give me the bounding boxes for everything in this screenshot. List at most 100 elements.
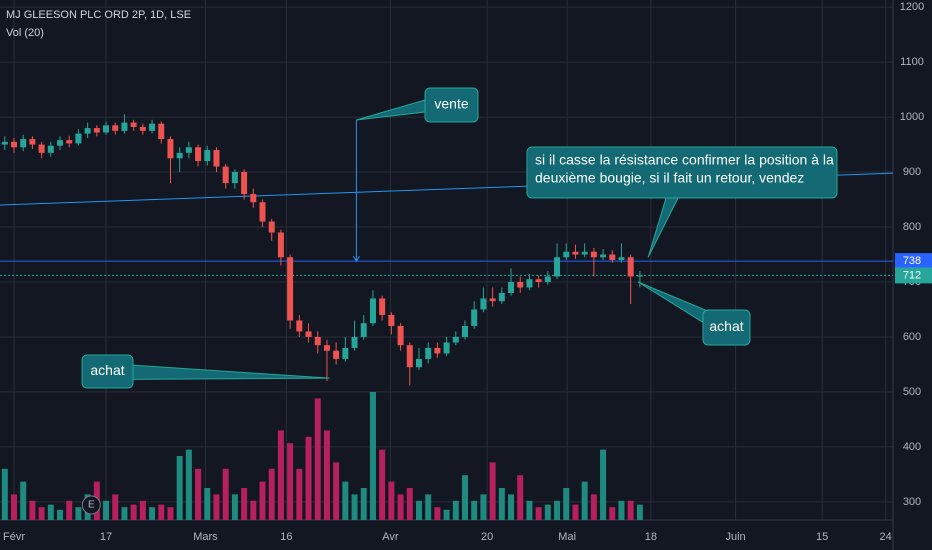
- volume-bar: [498, 488, 505, 520]
- candle-body: [581, 251, 588, 255]
- candle-body: [600, 254, 607, 258]
- x-tick-label: 24: [880, 531, 892, 543]
- volume-bar: [351, 494, 358, 520]
- candle-body: [29, 139, 36, 145]
- candle-body: [47, 145, 54, 153]
- volume-bar: [121, 507, 128, 520]
- candle-body: [618, 257, 625, 260]
- indicator-label: Vol (20): [6, 27, 44, 39]
- candle-body: [572, 251, 579, 255]
- candle-body: [112, 125, 119, 131]
- callout-text: deuxième bougie, si il fait un retour, v…: [535, 170, 804, 186]
- callout-pointer: [106, 362, 330, 380]
- volume-bar: [535, 507, 542, 520]
- x-tick-label: 20: [481, 531, 493, 543]
- volume-bar: [563, 488, 570, 520]
- candle-body: [360, 323, 367, 337]
- volume-bar: [342, 481, 349, 520]
- volume-bar: [20, 481, 27, 520]
- candle-body: [462, 325, 469, 337]
- candle-body: [314, 336, 321, 346]
- candle-body: [452, 336, 459, 343]
- volume-bar: [277, 430, 284, 520]
- volume-bar: [333, 462, 340, 520]
- volume-bar: [471, 500, 478, 520]
- y-tick-label: 900: [903, 166, 921, 178]
- volume-bar: [609, 507, 616, 520]
- volume-bar: [508, 494, 515, 520]
- candle-body: [287, 257, 294, 321]
- volume-bar: [103, 500, 110, 520]
- x-tick-label: Mai: [558, 531, 576, 543]
- candle-body: [443, 342, 450, 354]
- volume-bar: [241, 488, 248, 520]
- callout-box: [81, 354, 134, 389]
- candle-body: [195, 147, 202, 162]
- y-tick-label: 1200: [900, 1, 924, 13]
- candle-body: [323, 345, 330, 351]
- candle-body: [369, 298, 376, 324]
- volume-bar: [360, 488, 367, 520]
- volume-bar: [231, 494, 238, 520]
- arrow-head: [352, 255, 360, 263]
- volume-bar: [112, 494, 119, 520]
- candle-body: [93, 128, 100, 133]
- callout-box: [702, 309, 751, 346]
- volume-bar: [314, 398, 321, 520]
- earnings-label: E: [88, 500, 95, 511]
- volume-bar: [57, 509, 64, 520]
- candle-body: [434, 347, 441, 354]
- volume-bar: [554, 500, 561, 520]
- candle-body: [480, 298, 487, 310]
- volume-bar: [627, 500, 634, 520]
- volume-bar: [590, 494, 597, 520]
- price-label-box: [895, 253, 932, 270]
- price-label: 712: [903, 269, 921, 281]
- volume-bar: [489, 462, 496, 520]
- candle-body: [213, 150, 220, 167]
- candle-body: [268, 221, 275, 233]
- candle-body: [535, 279, 542, 282]
- candle-body: [167, 139, 174, 159]
- volume-bar: [305, 436, 312, 520]
- candle-body: [590, 251, 597, 258]
- candle-body: [158, 123, 165, 140]
- callout-text: si il casse la résistance confirmer la p…: [535, 152, 834, 168]
- x-tick-label: Févr: [3, 531, 25, 543]
- x-tick-label: Juin: [726, 531, 746, 543]
- candle-body: [277, 232, 284, 258]
- volume-bar: [323, 430, 330, 520]
- candle-body: [415, 358, 422, 368]
- candle-body: [351, 336, 358, 348]
- volume-bar: [443, 509, 450, 520]
- volume-bar: [38, 507, 45, 520]
- volume-bar: [425, 494, 432, 520]
- volume-bar: [434, 507, 441, 520]
- candle-body: [241, 172, 248, 195]
- volume-bar: [572, 504, 579, 520]
- candle-body: [379, 298, 386, 315]
- volume-bar: [397, 494, 404, 520]
- candle-body: [627, 257, 634, 277]
- candle-body: [342, 347, 349, 359]
- volume-bar: [10, 494, 17, 520]
- y-tick-label: 400: [903, 441, 921, 453]
- chart-title: MJ GLEESON PLC ORD 2P, 1D, LSE: [6, 9, 191, 21]
- candle-body: [130, 122, 137, 127]
- candle-body: [563, 251, 570, 258]
- candle-body: [121, 122, 128, 131]
- volume-bar: [213, 494, 220, 520]
- candle-body: [333, 350, 340, 359]
- x-tick-label: 18: [645, 531, 657, 543]
- candle-body: [103, 125, 110, 133]
- y-tick-label: 800: [903, 221, 921, 233]
- candle-body: [259, 202, 266, 222]
- volume-bar: [618, 500, 625, 520]
- volume-bar: [369, 392, 376, 520]
- callout-text: vente: [434, 96, 468, 112]
- y-tick-label: 1100: [900, 56, 924, 68]
- candle-body: [149, 123, 156, 131]
- candle-body: [305, 331, 312, 337]
- y-tick-label: 1000: [900, 111, 924, 123]
